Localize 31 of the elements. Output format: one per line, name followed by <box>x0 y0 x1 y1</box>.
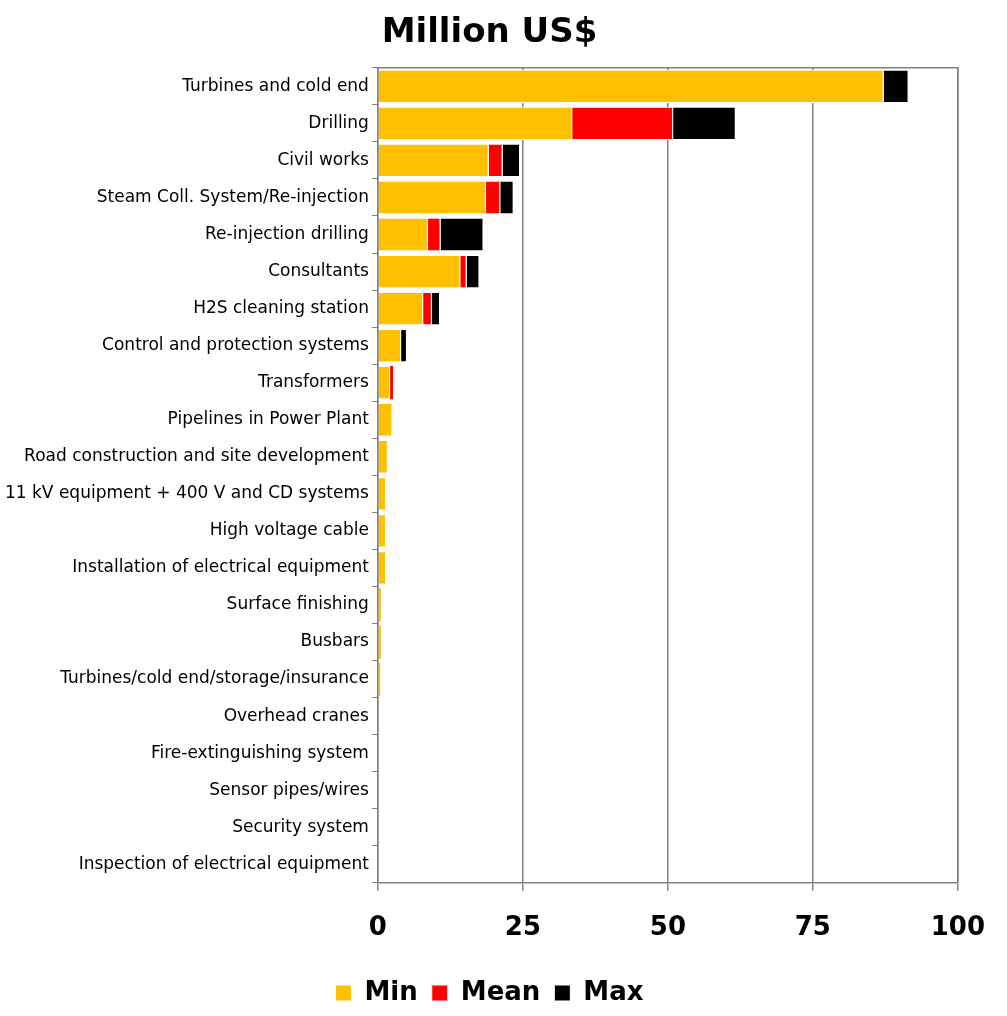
y-tick-label: Drilling <box>308 111 369 132</box>
y-tick-label: Control and protection systems <box>102 334 370 355</box>
x-tick-label: 75 <box>794 911 831 942</box>
y-tick-label: Turbines and cold end <box>181 74 369 95</box>
x-tick-label: 100 <box>930 911 985 942</box>
y-tick-label: Inspection of electrical equipment <box>78 852 370 873</box>
y-tick-label: Sensor pipes/wires <box>209 778 370 799</box>
y-tick-label: High voltage cable <box>209 519 369 540</box>
y-tick-label: Civil works <box>277 148 370 169</box>
y-tick-label: Road construction and site development <box>24 445 370 466</box>
y-tick-label: Installation of electrical equipment <box>72 556 370 577</box>
legend-label: Min <box>364 975 418 1006</box>
y-tick-label: Pipelines in Power Plant <box>167 408 370 429</box>
y-tick-label: 11 kV equipment + 400 V and CD systems <box>4 482 370 503</box>
x-tick-label: 50 <box>649 911 686 942</box>
x-tick-label: 25 <box>504 911 541 942</box>
legend-label: Mean <box>460 975 541 1006</box>
x-tick-label: 0 <box>368 911 387 942</box>
y-tick-label: Security system <box>232 815 369 836</box>
y-tick-label: Consultants <box>268 259 370 280</box>
y-tick-label: H2S cleaning station <box>193 297 369 318</box>
y-tick-label: Turbines/cold end/storage/insurance <box>59 667 369 688</box>
y-tick-label: Re-injection drilling <box>205 222 369 243</box>
legend-label: Max <box>583 975 644 1006</box>
y-tick-label: Busbars <box>300 630 370 651</box>
y-tick-label: Transformers <box>257 371 370 392</box>
y-tick-label: Surface finishing <box>226 593 369 614</box>
chart-title: Million US$ <box>381 10 598 51</box>
y-tick-label: Fire-extinguishing system <box>150 741 369 762</box>
y-tick-label: Overhead cranes <box>223 704 370 725</box>
y-tick-label: Steam Coll. System/Re-injection <box>96 185 369 206</box>
